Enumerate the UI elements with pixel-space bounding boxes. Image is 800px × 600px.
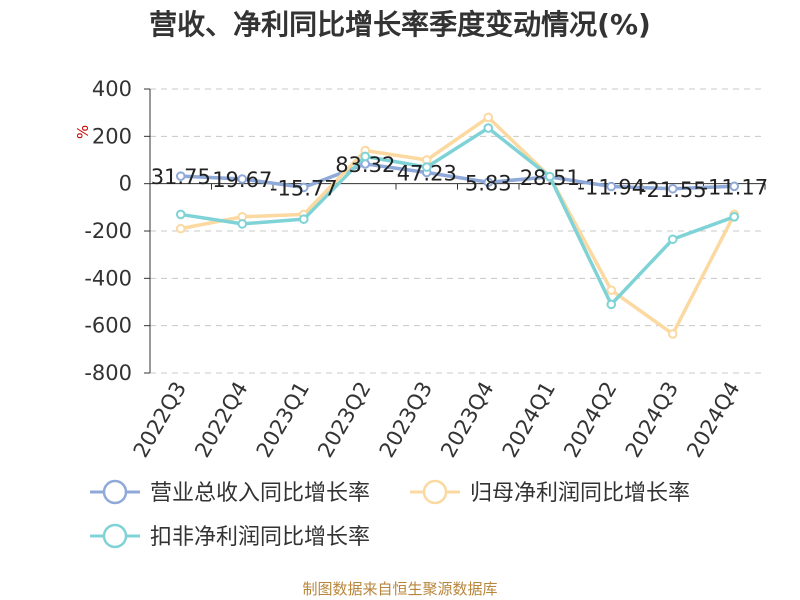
y-tick-label: 200 [92, 124, 132, 148]
legend-item-0[interactable]: 营业总收入同比增长率 [90, 479, 370, 506]
x-tick-label: 2024Q3 [621, 378, 683, 462]
data-label: 47.23 [397, 161, 457, 185]
x-tick-label: 2023Q1 [252, 378, 314, 462]
data-label: -21.55 [639, 178, 707, 202]
grid [150, 88, 765, 374]
y-axis-label: % [74, 125, 92, 139]
legend-label: 营业总收入同比增长率 [150, 481, 370, 506]
data-point-0 [667, 183, 678, 194]
y-tick-label: 400 [92, 77, 132, 101]
source-note: 制图数据来自恒生聚源数据库 [302, 580, 497, 598]
y-tick-label: -400 [84, 266, 132, 290]
chart-title: 营收、净利同比增长率季度变动情况(%) [149, 8, 651, 41]
legend-swatch-marker [102, 479, 128, 505]
data-point-0 [483, 177, 494, 188]
x-tick-label: 2024Q1 [498, 378, 560, 462]
data-point-2 [237, 219, 248, 229]
data-point-1 [175, 223, 186, 234]
data-label: 83.32 [335, 153, 395, 177]
x-tick-label: 2023Q2 [313, 378, 375, 462]
y-tick-label: 0 [119, 172, 132, 196]
data-point-2 [729, 212, 740, 222]
legend-swatch-marker [102, 523, 128, 549]
data-point-2 [360, 151, 371, 162]
legend-item-2[interactable]: 扣非净利润同比增长率 [90, 523, 370, 550]
x-tick-label: 2022Q3 [129, 378, 191, 462]
data-label: 19.67 [212, 168, 272, 192]
series-line-2 [180, 126, 735, 307]
y-tick-label: -800 [84, 361, 132, 385]
data-label: -11.94 [577, 175, 645, 199]
x-tick-label: 2023Q4 [436, 378, 498, 462]
data-point-1 [667, 329, 678, 339]
data-point-0 [606, 181, 617, 192]
x-tick-label: 2024Q2 [559, 378, 621, 462]
data-label: -11.17 [700, 175, 768, 199]
data-point-2 [298, 214, 309, 224]
data-point-2 [606, 299, 617, 310]
data-label: 31.75 [151, 165, 211, 189]
x-tick-label: 2024Q4 [682, 378, 744, 462]
data-point-2 [421, 162, 432, 172]
series-line-1 [180, 115, 736, 336]
legend-label: 归母净利润同比增长率 [470, 481, 690, 506]
y-tick-label: -600 [84, 314, 132, 338]
data-point-1 [483, 112, 494, 123]
series-lines [175, 112, 740, 339]
data-label: -15.77 [270, 176, 338, 200]
legend-item-1[interactable]: 归母净利润同比增长率 [410, 479, 690, 506]
data-point-2 [544, 171, 555, 182]
y-tick-label: -200 [84, 219, 132, 243]
data-label: 28.51 [520, 166, 580, 190]
legend-swatch-marker [422, 479, 448, 505]
y-ticks: 400 200 0 -200 -400 -600 -800 [84, 77, 150, 385]
data-point-0 [237, 174, 248, 184]
legend-label: 扣非净利润同比增长率 [150, 525, 370, 550]
data-point-2 [483, 123, 494, 133]
series-line-0 [180, 162, 735, 191]
data-point-2 [175, 209, 186, 220]
x-ticks: 2022Q3 2022Q4 2023Q1 2023Q2 2023Q3 2023Q4 2024… [129, 183, 766, 462]
data-label: 5.83 [465, 171, 512, 195]
data-point-2 [667, 234, 678, 245]
data-point-0 [729, 181, 740, 192]
data-point-0 [175, 171, 186, 181]
x-tick-label: 2023Q3 [375, 378, 437, 462]
data-point-1 [606, 285, 617, 295]
data-point-0 [298, 182, 309, 193]
x-tick-label: 2022Q4 [190, 378, 252, 462]
